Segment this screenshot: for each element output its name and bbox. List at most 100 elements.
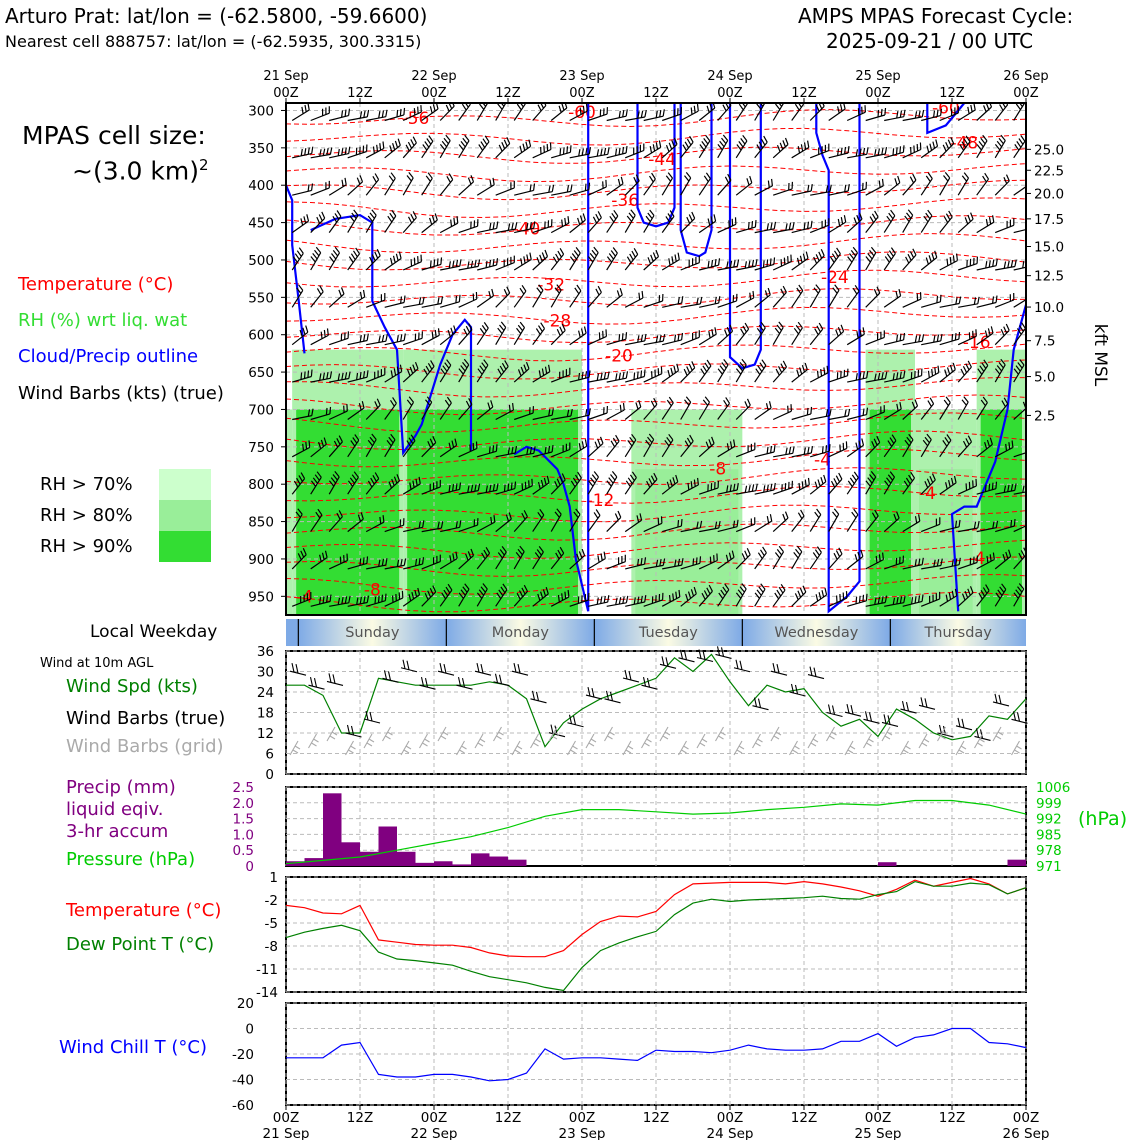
- upper-wind-barb: [958, 256, 978, 271]
- upper-wind-barb: [292, 146, 314, 159]
- upper-wind-barb: [588, 405, 608, 421]
- upper-wind-barb: [883, 288, 902, 308]
- upper-wind-barb: [329, 146, 351, 159]
- pressure-tick-label: 350: [248, 141, 274, 157]
- surface-wind-barb-grid: [863, 733, 874, 749]
- upper-wind-barb: [477, 258, 499, 271]
- upper-wind-barb: [957, 329, 977, 346]
- upper-wind-barb: [773, 480, 793, 495]
- upper-wind-barb: [828, 508, 840, 532]
- rh-legend-label-70: RH > 70%: [40, 474, 133, 495]
- kft-tick-label: 20.0: [1034, 186, 1064, 202]
- upper-wind-barb: [532, 184, 555, 196]
- upper-wind-barb: [625, 595, 647, 607]
- wind-barbs-grid-legend: Wind Barbs (grid): [66, 736, 224, 757]
- upper-wind-barb: [791, 284, 804, 308]
- upper-wind-barb: [365, 209, 377, 233]
- upper-wind-barb: [291, 247, 304, 271]
- precip-bar: [341, 842, 360, 866]
- upper-wind-barb: [643, 209, 655, 233]
- upper-wind-barb: [902, 368, 923, 383]
- weekday-day-name: Thursday: [923, 625, 992, 641]
- temperature-contour: [286, 306, 1026, 325]
- cloud-outline: [513, 103, 590, 612]
- surface-wind-barb-grid: [844, 740, 856, 756]
- wind-chill-tick-label: 20: [237, 996, 254, 1012]
- upper-wind-barb: [957, 172, 970, 196]
- upper-wind-barb: [495, 583, 508, 607]
- upper-wind-barb: [495, 136, 511, 159]
- surface-wind-barb-true: [733, 659, 751, 673]
- upper-wind-barb: [754, 359, 767, 383]
- upper-wind-barb: [865, 435, 881, 458]
- wind-speed-tick: 12: [257, 726, 274, 742]
- upper-wind-barb: [994, 397, 1009, 420]
- upper-wind-barb: [754, 135, 768, 159]
- upper-wind-barb: [606, 434, 620, 458]
- upper-wind-barb: [994, 134, 1006, 159]
- upper-wind-barb: [291, 592, 312, 607]
- upper-wind-barb: [550, 367, 571, 383]
- upper-wind-barb: [772, 404, 792, 421]
- upper-wind-barb: [291, 214, 310, 234]
- upper-wind-barb: [772, 103, 785, 121]
- precip-legend-line3: 3-hr accum: [66, 821, 169, 842]
- upper-wind-barb: [329, 371, 351, 383]
- upper-wind-barb: [384, 251, 402, 271]
- upper-wind-barb: [865, 371, 888, 383]
- upper-wind-barb: [421, 521, 444, 533]
- upper-wind-barb: [920, 250, 938, 271]
- upper-wind-barb: [957, 396, 969, 420]
- surface-wind-barb-true: [900, 700, 917, 714]
- upper-wind-barb: [939, 475, 957, 495]
- surface-wind-barb-true: [622, 669, 640, 683]
- upper-wind-barb: [994, 292, 1015, 308]
- upper-wind-barb: [902, 334, 925, 346]
- upper-wind-barb: [402, 361, 419, 383]
- upper-wind-barb: [939, 519, 961, 533]
- surface-wind-barb-grid: [308, 733, 319, 749]
- upper-wind-barb: [458, 103, 471, 121]
- upper-wind-barb: [347, 333, 369, 346]
- upper-wind-barb: [772, 285, 787, 308]
- upper-wind-barb: [735, 134, 748, 159]
- surface-wind-barb-true: [789, 683, 806, 697]
- upper-wind-barb: [440, 482, 462, 495]
- precip-legend-line2: liquid eqiv.: [66, 799, 164, 820]
- upper-wind-barb: [735, 322, 750, 346]
- upper-wind-barb: [995, 483, 1017, 495]
- upper-wind-barb: [865, 286, 881, 308]
- wind-chill-panel: [285, 1002, 1027, 1106]
- upper-wind-barb: [847, 407, 869, 421]
- kft-tick-label: 17.5: [1034, 212, 1064, 228]
- upper-wind-barb: [883, 434, 897, 458]
- upper-wind-barb: [754, 103, 766, 121]
- upper-wind-barb: [458, 398, 473, 420]
- upper-wind-barb: [791, 220, 813, 234]
- upper-wind-barb: [791, 445, 814, 458]
- upper-wind-barb: [291, 548, 307, 570]
- temperature-contour: [286, 430, 1026, 451]
- upper-wind-barb: [347, 109, 370, 122]
- upper-wind-barb: [976, 584, 990, 607]
- pressure-tick-label: 400: [248, 178, 274, 194]
- surface-wind-barb-grid: [326, 726, 338, 742]
- upper-wind-barb: [957, 435, 973, 458]
- upper-wind-barb: [439, 551, 458, 570]
- upper-wind-barb: [551, 408, 573, 421]
- upper-wind-barb: [310, 406, 332, 421]
- upper-wind-barb: [587, 509, 601, 532]
- upper-wind-barb: [698, 103, 716, 121]
- upper-wind-barb: [754, 482, 776, 495]
- upper-wind-barb: [791, 545, 803, 570]
- upper-wind-barb: [735, 517, 756, 533]
- upper-wind-barb: [643, 516, 663, 533]
- upper-wind-barb: [661, 210, 675, 233]
- bottom-hour-label: 12Z: [495, 1110, 521, 1126]
- upper-wind-barb: [310, 246, 322, 271]
- upper-wind-barb: [569, 439, 588, 458]
- upper-wind-barb: [624, 248, 639, 271]
- temperature-contour-label: -56: [402, 109, 430, 129]
- upper-wind-barb: [884, 370, 906, 383]
- upper-wind-barb: [569, 408, 591, 421]
